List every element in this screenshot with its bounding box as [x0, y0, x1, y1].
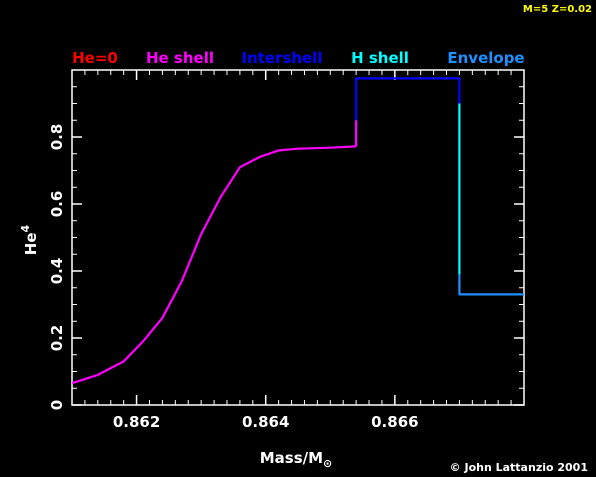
x-tick-label: 0.866: [371, 413, 418, 431]
svg-text:He4: He4: [19, 224, 40, 255]
y-axis-label: He4: [19, 224, 40, 255]
plot-frame: [71, 69, 525, 406]
y-axis-label-main: He: [22, 232, 40, 255]
x-tick-label: 0.862: [113, 413, 160, 431]
x-axis-label-main: Mass/M: [260, 449, 323, 467]
x-axis-label-sub: ⊙: [323, 457, 332, 470]
legend-item-envelope: Envelope: [447, 49, 524, 67]
series-line-intershell: [355, 77, 461, 147]
axis-ticks: 0.862 0.864 0.866 0 0.2 0.4 0.6 0.8: [48, 70, 525, 431]
series-lines: [71, 77, 524, 385]
credit-label: © John Lattanzio 2001: [450, 461, 588, 474]
x-axis-label: Mass/M⊙: [260, 449, 333, 470]
y-tick-label: 0.6: [48, 191, 66, 218]
model-parameters-label: M=5 Z=0.02: [523, 4, 592, 15]
y-tick-label: 0.8: [48, 124, 66, 151]
y-tick-label: 0: [48, 400, 66, 410]
series-line-envelope: [458, 274, 524, 296]
y-tick-label: 0.2: [48, 325, 66, 352]
x-tick-label: 0.864: [242, 413, 289, 431]
legend-item-intershell: Intershell: [241, 49, 322, 67]
y-tick-label: 0.4: [48, 258, 66, 285]
legend-item-he-0: He=0: [72, 49, 118, 67]
series-line-he-shell: [71, 145, 357, 385]
legend: He=0 He shell Intershell H shell Envelope: [72, 49, 524, 67]
legend-item-he-shell: He shell: [146, 49, 214, 67]
legend-item-h-shell: H shell: [351, 49, 409, 67]
y-axis-label-sup: 4: [19, 224, 32, 232]
